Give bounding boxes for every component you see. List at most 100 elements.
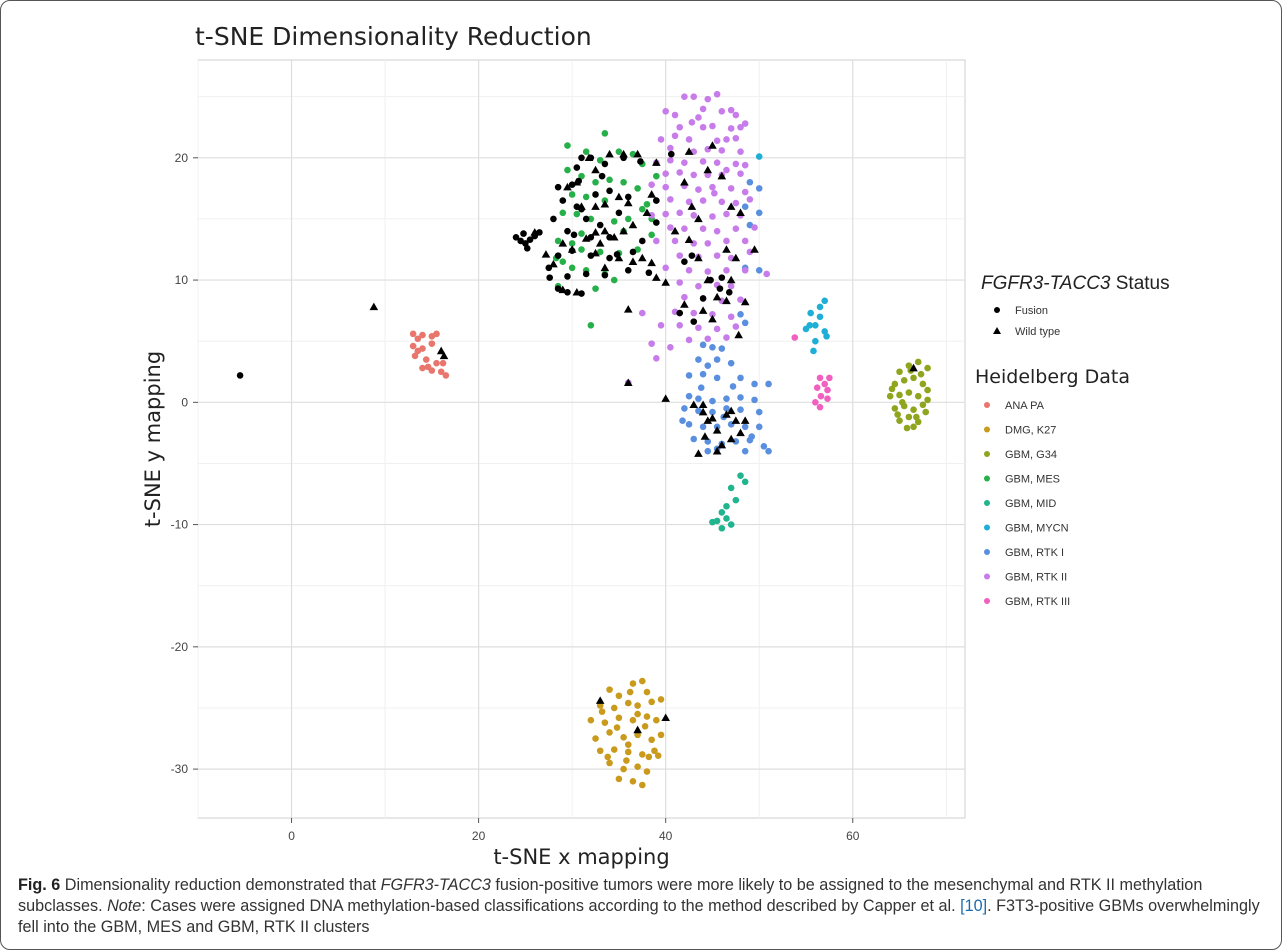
data-point-triangle	[687, 202, 697, 210]
data-point	[751, 380, 758, 388]
color-legend-marker	[984, 598, 990, 604]
data-point	[737, 394, 744, 401]
data-point	[812, 337, 819, 345]
data-point	[709, 397, 716, 405]
data-point	[905, 413, 913, 421]
caption-reference-link[interactable]: [10]	[960, 897, 988, 915]
data-point	[629, 248, 637, 256]
caption-text-1: Dimensionality reduction demonstrated th…	[60, 876, 381, 894]
data-point	[896, 391, 903, 399]
data-point-triangle	[722, 296, 731, 305]
color-legend-marker	[984, 402, 990, 408]
data-point	[727, 106, 735, 114]
x-axis-label: t-SNE x mapping	[493, 845, 669, 869]
data-point	[615, 148, 623, 155]
data-point	[587, 233, 595, 241]
data-point	[624, 215, 632, 223]
data-point	[520, 230, 527, 237]
data-point-triangle	[736, 428, 745, 437]
data-point	[723, 237, 730, 245]
data-point	[823, 333, 830, 340]
data-point	[653, 197, 660, 204]
data-point	[592, 735, 599, 742]
data-point	[695, 114, 702, 121]
data-point	[737, 170, 744, 177]
y-tick-label: 10	[175, 273, 189, 287]
data-point	[732, 225, 740, 233]
data-point	[512, 233, 520, 241]
data-point	[755, 423, 763, 431]
data-point-triangle	[623, 378, 633, 386]
data-point	[606, 729, 613, 736]
data-point	[667, 196, 674, 203]
color-legend-label: GBM, RTK III	[1005, 596, 1070, 608]
data-point	[596, 156, 604, 164]
data-point	[824, 395, 831, 402]
data-point-triangle	[726, 275, 736, 284]
data-point	[645, 753, 653, 761]
data-point	[587, 252, 595, 259]
data-point	[624, 748, 632, 756]
data-point	[723, 395, 730, 402]
caption-figure-label: Fig. 6	[18, 876, 61, 894]
data-point	[737, 296, 744, 303]
data-point	[559, 209, 567, 217]
data-point	[598, 172, 606, 180]
data-point	[699, 158, 707, 165]
caption-gene-name: FGFR3-TACC3	[380, 876, 491, 894]
data-point	[613, 724, 621, 731]
data-point-triangle	[369, 302, 379, 311]
data-point	[564, 227, 571, 235]
data-point	[648, 736, 655, 744]
y-tick-label: -30	[171, 762, 189, 776]
data-point	[896, 417, 903, 424]
data-point	[723, 334, 730, 341]
data-point	[727, 282, 735, 290]
data-point	[765, 447, 772, 455]
data-point	[732, 323, 740, 330]
data-point	[924, 386, 931, 394]
data-point-triangle	[591, 165, 600, 174]
data-point	[910, 406, 917, 413]
data-point-triangle	[619, 149, 628, 158]
data-point	[741, 447, 749, 455]
data-point	[716, 285, 724, 292]
data-point	[723, 502, 730, 510]
data-point	[601, 130, 609, 137]
data-point	[737, 406, 744, 413]
data-point	[748, 433, 756, 440]
data-point-triangle	[637, 253, 647, 262]
data-point	[704, 171, 712, 179]
color-legend-marker	[984, 549, 990, 555]
y-tick-label: 20	[175, 151, 189, 165]
data-point	[667, 344, 674, 351]
data-point	[629, 716, 637, 724]
data-point	[755, 266, 763, 274]
data-point	[727, 484, 735, 492]
data-point	[615, 775, 623, 783]
data-point	[891, 380, 899, 388]
data-point	[690, 171, 698, 179]
data-point	[606, 187, 613, 195]
data-point	[601, 160, 609, 168]
color-legend-marker	[984, 451, 990, 457]
data-point	[903, 424, 911, 432]
data-point	[718, 108, 726, 115]
data-point	[821, 297, 828, 305]
data-point	[718, 509, 726, 516]
data-point	[596, 221, 604, 229]
data-point	[573, 164, 581, 171]
data-point	[709, 344, 716, 351]
data-point	[755, 408, 763, 416]
data-point	[685, 392, 693, 400]
data-point	[746, 248, 754, 256]
data-point	[653, 355, 660, 362]
data-point	[620, 178, 627, 186]
data-point	[704, 240, 712, 247]
data-point	[685, 421, 693, 428]
data-point	[914, 392, 922, 400]
data-point	[732, 496, 740, 504]
data-point	[914, 358, 922, 366]
data-point	[741, 478, 749, 486]
data-point	[732, 111, 740, 119]
